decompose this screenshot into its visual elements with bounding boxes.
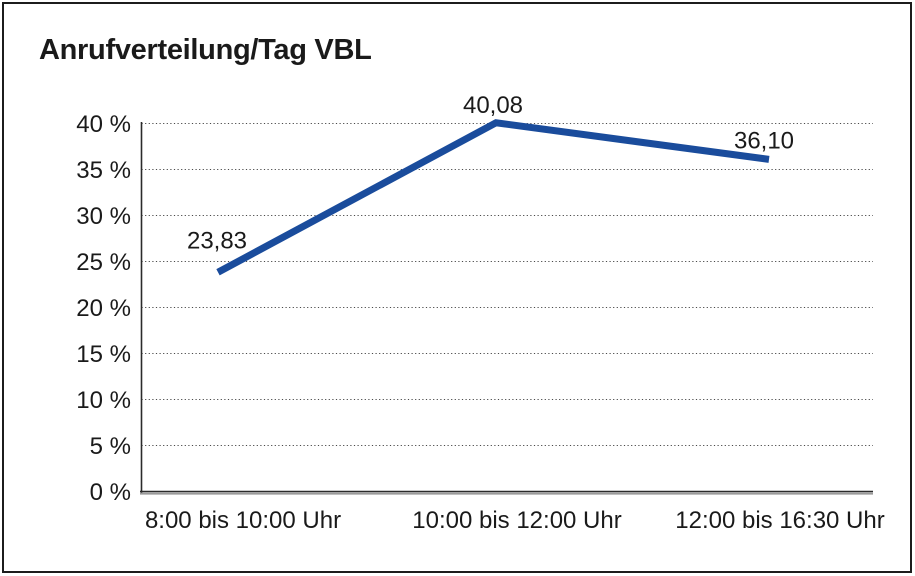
y-tick-label: 0 % (90, 479, 131, 506)
y-tick-label: 20 % (76, 295, 131, 322)
y-tick-label: 10 % (76, 387, 131, 414)
x-category-label: 12:00 bis 16:30 Uhr (675, 507, 884, 534)
y-tick-label: 5 % (90, 433, 131, 460)
data-point-label: 40,08 (463, 92, 523, 119)
data-series-line (216, 119, 770, 276)
y-tick-label: 35 % (76, 157, 131, 184)
data-point-label: 23,83 (187, 227, 247, 254)
y-tick-label: 25 % (76, 249, 131, 276)
data-point-label: 36,10 (734, 127, 794, 154)
y-tick-label: 30 % (76, 203, 131, 230)
x-category-label: 8:00 bis 10:00 Uhr (145, 507, 341, 534)
y-tick-label: 40 % (76, 111, 131, 138)
y-tick-label: 15 % (76, 341, 131, 368)
chart-title: Anrufverteilung/Tag VBL (39, 34, 372, 66)
x-category-label: 10:00 bis 12:00 Uhr (412, 507, 621, 534)
